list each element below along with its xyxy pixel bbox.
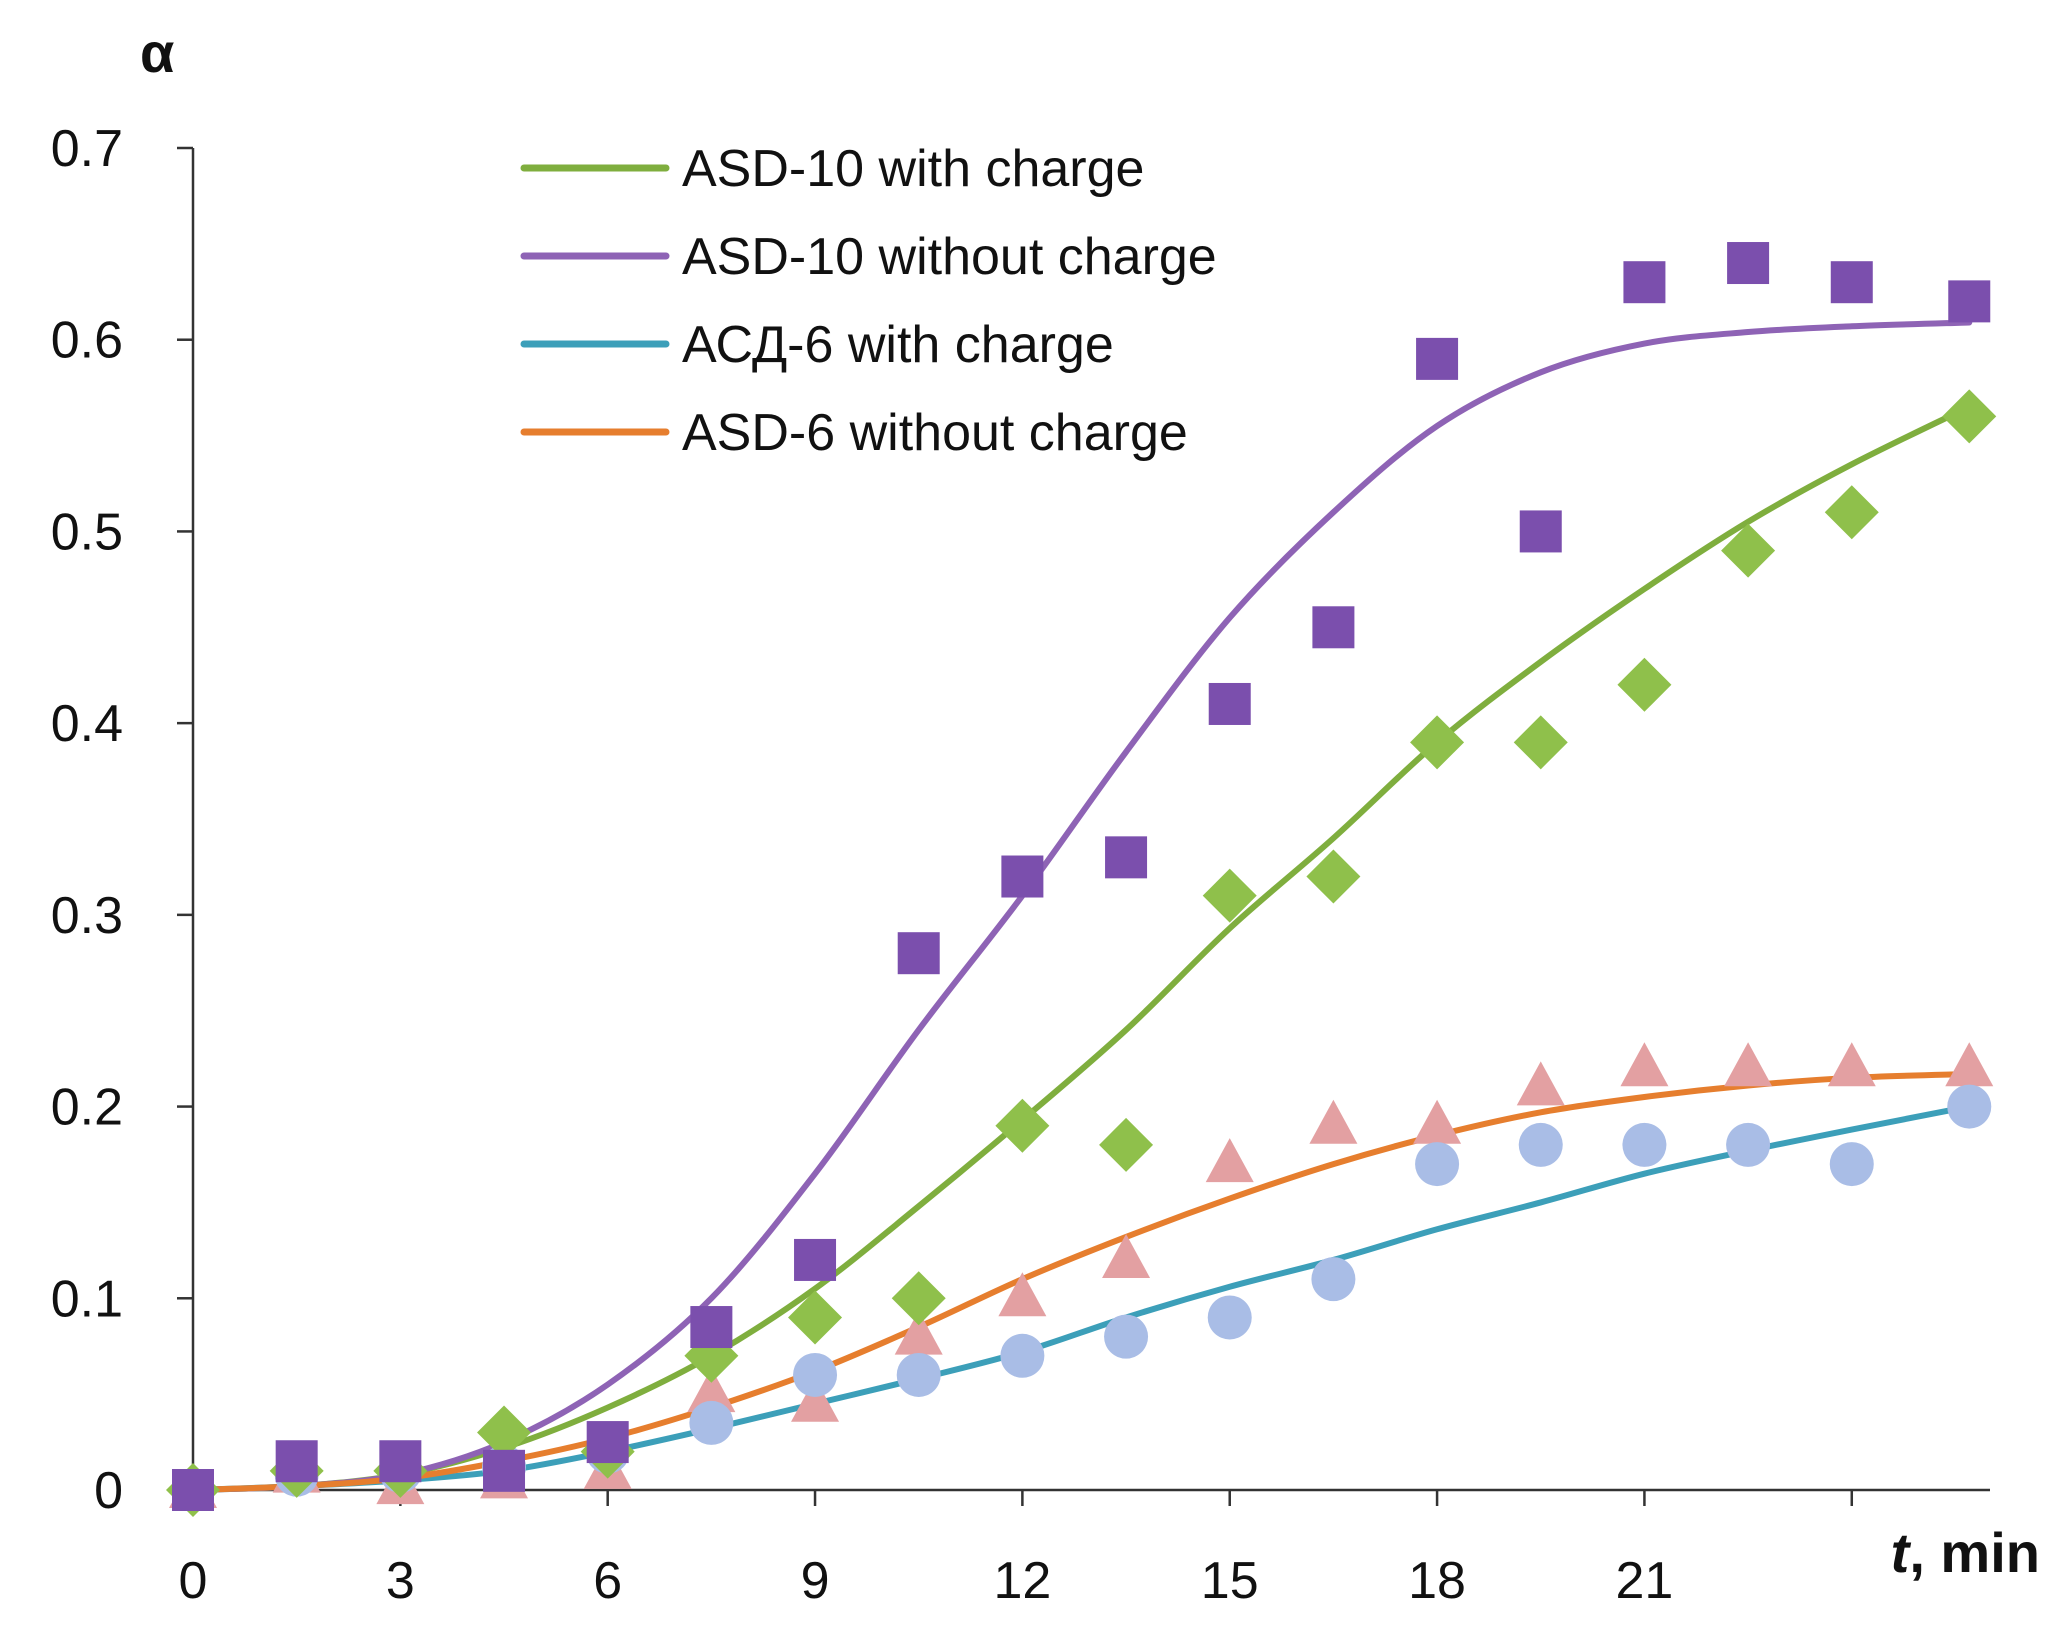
- x-tick-label: 6: [593, 1552, 622, 1610]
- data-point-diamond: [1202, 868, 1257, 923]
- y-axis-title: α: [140, 21, 174, 84]
- data-point-circle: [793, 1352, 838, 1397]
- data-point-square: [172, 1469, 214, 1511]
- data-point-diamond: [1513, 715, 1568, 770]
- legend-label: ASD-10 with charge: [682, 140, 1144, 198]
- data-point-square: [897, 932, 940, 975]
- y-tick-label: 0.2: [51, 1079, 123, 1137]
- data-point-diamond: [1942, 389, 1997, 444]
- y-tick-label: 0.4: [51, 695, 123, 753]
- data-point-triangle: [1724, 1042, 1773, 1087]
- data-point-circle: [1207, 1295, 1252, 1340]
- data-point-square: [483, 1449, 526, 1492]
- data-point-circle: [1415, 1142, 1460, 1187]
- data-point-square: [1105, 836, 1148, 879]
- data-point-diamond: [1099, 1117, 1154, 1172]
- data-point-square: [690, 1306, 733, 1349]
- data-point-diamond: [477, 1405, 532, 1460]
- x-axis-unit: , min: [1909, 1521, 2040, 1584]
- data-point-square: [1312, 606, 1355, 649]
- data-point-circle: [1829, 1142, 1874, 1187]
- data-point-triangle: [1516, 1061, 1565, 1106]
- data-point-triangle: [1620, 1042, 1669, 1087]
- data-point-triangle: [791, 1377, 840, 1422]
- x-tick-label: 9: [801, 1552, 830, 1610]
- data-point-diamond: [788, 1290, 843, 1345]
- data-point-circle: [1104, 1314, 1149, 1359]
- data-point-square: [1519, 510, 1562, 553]
- y-tick-label: 0: [94, 1462, 123, 1520]
- x-tick-label: 15: [1201, 1552, 1259, 1610]
- y-tick-label: 0.3: [51, 887, 123, 945]
- x-tick-label: 12: [993, 1552, 1051, 1610]
- data-points: [166, 242, 1997, 1517]
- data-point-circle: [1000, 1333, 1045, 1378]
- data-point-triangle: [1102, 1233, 1151, 1278]
- y-tick-label: 0.6: [51, 312, 123, 370]
- y-tick-label: 0.7: [51, 120, 123, 178]
- x-tick-label: 18: [1408, 1552, 1466, 1610]
- curve-asd-10-without-charge: [190, 319, 1973, 1493]
- data-point-square: [1416, 337, 1459, 380]
- data-point-square: [794, 1238, 837, 1281]
- x-tick-label: 21: [1616, 1552, 1674, 1610]
- x-tick-label: 0: [179, 1552, 208, 1610]
- data-point-square: [1208, 682, 1251, 725]
- fitted-curves: [190, 319, 1973, 1493]
- curve-asd-6-without-charge: [190, 1070, 1973, 1493]
- data-point-diamond: [891, 1271, 946, 1326]
- data-point-diamond: [1306, 849, 1361, 904]
- legend-label: ASD-6 without charge: [682, 404, 1188, 462]
- data-point-triangle: [1413, 1099, 1462, 1144]
- legend: ASD-10 with charge ASD-10 without charge А…: [520, 140, 1217, 462]
- data-point-circle: [1726, 1122, 1771, 1167]
- data-point-square: [586, 1421, 629, 1464]
- data-point-triangle: [1309, 1099, 1358, 1144]
- x-axis-variable: t: [1891, 1521, 1912, 1584]
- y-tick-label: 0.1: [51, 1270, 123, 1328]
- x-tick-label: 3: [386, 1552, 415, 1610]
- data-point-circle: [1947, 1084, 1992, 1129]
- data-point-square: [1948, 280, 1991, 323]
- x-axis-title: t, min: [1891, 1521, 2040, 1584]
- data-point-triangle: [687, 1368, 736, 1413]
- data-point-square: [1001, 855, 1044, 898]
- data-point-square: [1727, 242, 1770, 285]
- data-point-triangle: [998, 1272, 1047, 1317]
- data-point-circle: [896, 1352, 941, 1397]
- data-point-circle: [689, 1400, 734, 1445]
- data-point-triangle: [894, 1310, 943, 1355]
- data-point-diamond: [1410, 715, 1465, 770]
- data-point-diamond: [995, 1098, 1050, 1153]
- data-point-diamond: [1721, 523, 1776, 578]
- data-point-triangle: [1205, 1138, 1254, 1183]
- data-point-triangle: [1827, 1042, 1876, 1087]
- legend-label: ASD-10 without charge: [682, 228, 1217, 286]
- curve-асд-6-with-charge: [190, 1103, 1973, 1493]
- data-point-circle: [1311, 1257, 1356, 1302]
- data-point-square: [1830, 261, 1873, 304]
- data-point-diamond: [1617, 657, 1672, 712]
- curve-asd-10-with-charge: [190, 403, 1973, 1493]
- data-point-triangle: [1945, 1042, 1994, 1087]
- data-point-square: [275, 1440, 318, 1483]
- data-point-square: [379, 1440, 422, 1483]
- legend-label: АСД-6 with charge: [682, 316, 1114, 374]
- data-point-square: [1623, 261, 1666, 304]
- axes-layer: 0 0.1 0.2 0.3 0.4 0.5 0.6 0.7 0 3 6 9 12 15 18 21: [51, 120, 1990, 1610]
- y-tick-label: 0.5: [51, 503, 123, 561]
- data-point-circle: [1518, 1122, 1563, 1167]
- data-point-circle: [1622, 1122, 1667, 1167]
- data-point-diamond: [1824, 485, 1879, 540]
